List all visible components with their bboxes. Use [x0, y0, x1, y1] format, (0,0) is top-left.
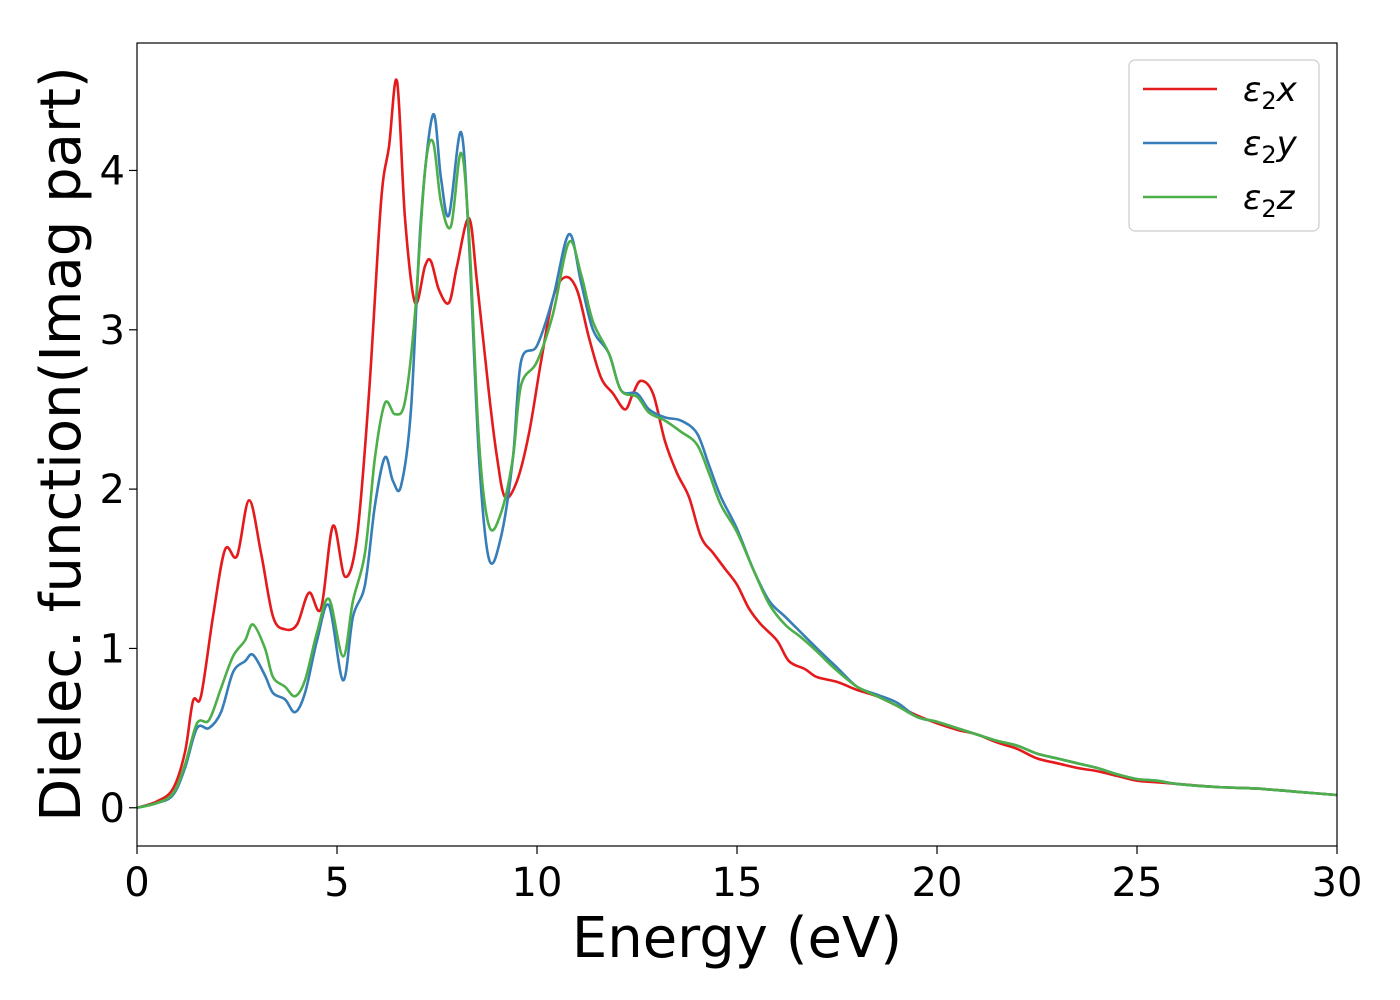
y-tick-label: 0: [100, 786, 125, 832]
legend-box: [1128, 59, 1320, 232]
legend-label-x: ε2x: [1243, 70, 1298, 115]
x-tick-label: 20: [912, 860, 963, 906]
y-tick-label: 1: [100, 626, 125, 672]
legend-label-y: ε2y: [1243, 124, 1298, 169]
y-tick-label: 3: [100, 308, 125, 354]
x-tick-label: 5: [324, 860, 349, 906]
x-tick-label: 25: [1112, 860, 1163, 906]
y-tick-label: 4: [100, 148, 125, 194]
y-axis: 0 1 2 3 4: [100, 148, 137, 832]
x-tick-label: 0: [124, 860, 149, 906]
x-axis: 0 5 10 15 20 25 30: [124, 846, 1362, 906]
x-tick-label: 30: [1312, 860, 1363, 906]
x-tick-label: 15: [712, 860, 763, 906]
series-line-z: [137, 138, 1337, 810]
x-axis-title: Energy (eV): [572, 906, 902, 971]
y-tick-label: 2: [100, 467, 125, 513]
y-axis-title: Dielec. function(Imag part): [29, 66, 94, 822]
legend-label-z: ε2z: [1243, 178, 1296, 223]
x-tick-label: 10: [512, 860, 563, 906]
legend: ε2x ε2y ε2z: [1128, 59, 1320, 232]
series-layer: [137, 78, 1337, 810]
